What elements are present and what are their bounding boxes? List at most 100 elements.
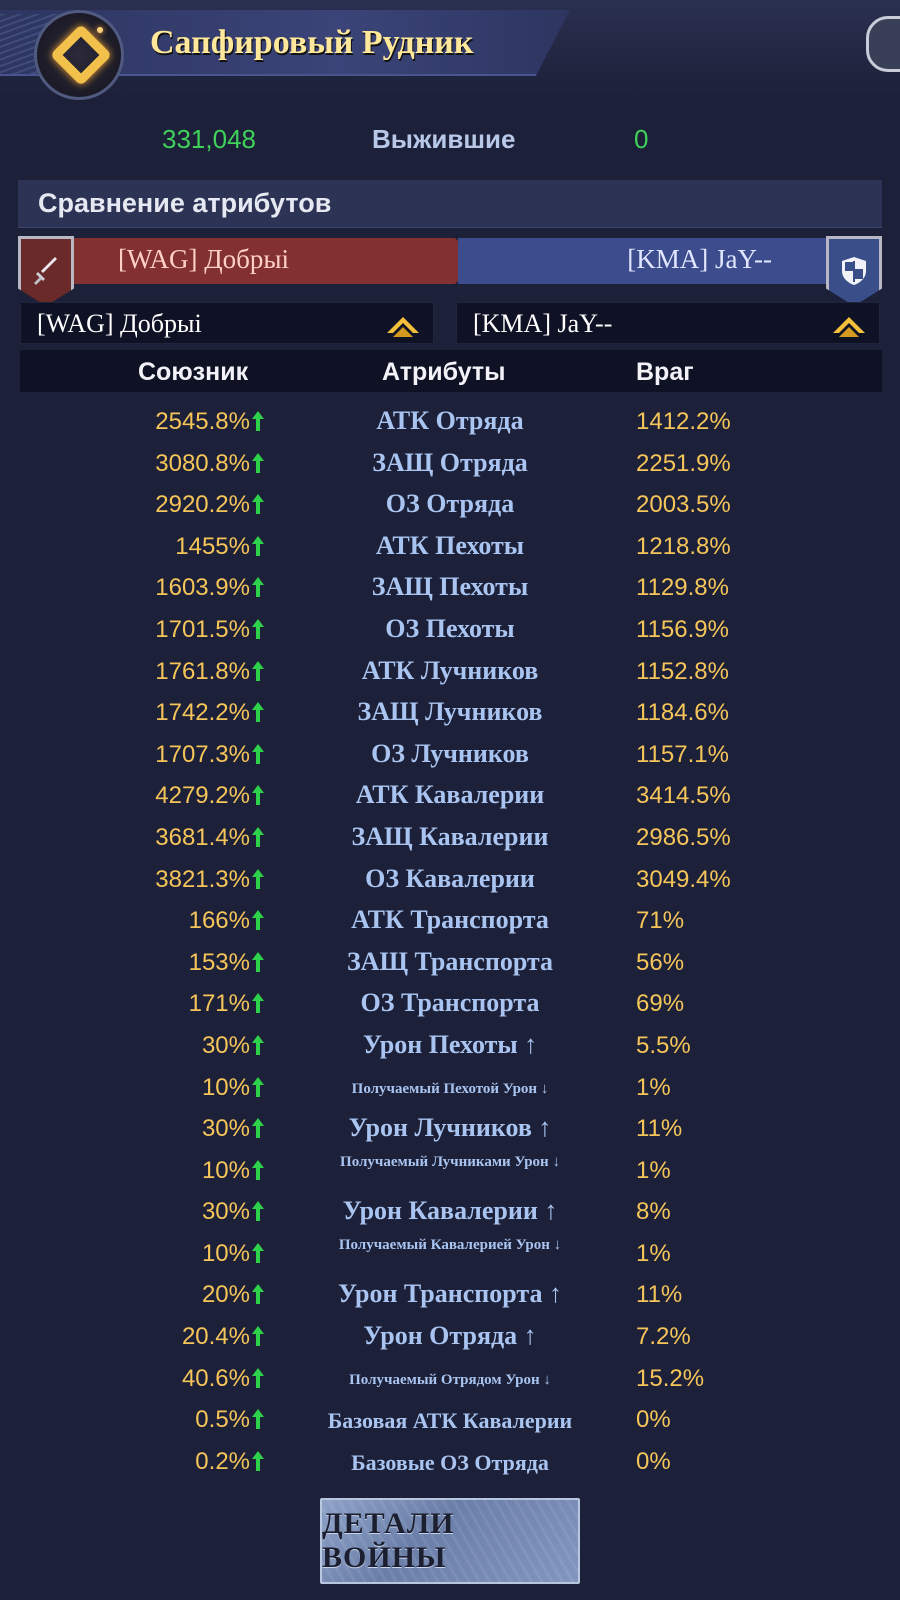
ally-value: 30% [202, 1115, 264, 1143]
ally-value-text: 1707.3% [155, 740, 250, 768]
attribute-name: Получаемый Пехотой Урон ↓ [351, 1080, 549, 1097]
enemy-value: 2251.9% [636, 449, 731, 477]
enemy-value: 1% [636, 1073, 671, 1101]
ally-value-text: 30% [201, 1115, 250, 1143]
shield-icon [842, 257, 866, 285]
table-row: 1603.9% ЗАЩ Пехоты 1129.8% [0, 568, 900, 610]
up-arrow-icon [252, 1284, 264, 1305]
ally-value-text: 0.5% [195, 1406, 250, 1434]
table-row: 3080.8% ЗАЩ Отряда 2251.9% [0, 444, 900, 486]
table-row: 171% ОЗ Транспорта 69% [0, 984, 900, 1026]
up-arrow-icon [252, 1034, 264, 1055]
ally-value-text: 40.6% [181, 1364, 250, 1392]
ally-value-text: 3821.3% [155, 865, 250, 893]
attribute-name: ОЗ Транспорта [360, 988, 540, 1018]
attribute-name: Урон Кавалерии ↑ [342, 1196, 558, 1226]
table-row: 1707.3% ОЗ Лучников 1157.1% [0, 735, 900, 777]
attribute-name: Урон Транспорта ↑ [338, 1279, 562, 1309]
ally-value-text: 1761.8% [155, 657, 250, 685]
ally-survivors-value: 331,048 [162, 124, 256, 154]
enemy-selector[interactable]: [KMA] JaY-- [456, 302, 880, 344]
ally-value-text: 153% [188, 948, 250, 976]
table-row: 2545.8% АТК Отряда 1412.2% [0, 402, 900, 444]
ally-value: 20% [202, 1281, 264, 1309]
attribute-name: ОЗ Лучников [371, 738, 529, 768]
enemy-value: 1156.9% [636, 615, 729, 643]
ally-value-text: 10% [201, 1156, 250, 1184]
column-attributes: Атрибуты [382, 358, 506, 386]
up-arrow-icon [252, 993, 264, 1014]
up-arrow-icon [252, 951, 264, 972]
ally-value-text: 1701.5% [155, 615, 250, 643]
attribute-name: АТК Кавалерии [355, 780, 545, 810]
war-details-label: ДЕТАЛИ ВОЙНЫ [322, 1507, 455, 1574]
table-row: 10% Получаемый Пехотой Урон ↓ 1% [0, 1068, 900, 1110]
ally-value-text: 166% [188, 907, 250, 935]
up-arrow-icon [252, 1367, 264, 1388]
enemy-value: 1152.8% [636, 657, 729, 685]
enemy-value: 2986.5% [636, 823, 731, 851]
attribute-name: Получаемый Отрядом Урон ↓ [349, 1371, 551, 1388]
up-arrow-icon [252, 618, 264, 639]
up-arrow-icon [252, 702, 264, 723]
ally-value: 3821.3% [155, 866, 264, 894]
ally-value-text: 3681.4% [155, 823, 250, 851]
up-arrow-icon [252, 910, 264, 931]
ally-value: 2920.2% [155, 491, 264, 519]
table-row: 4279.2% АТК Кавалерии 3414.5% [0, 776, 900, 818]
table-row: 2920.2% ОЗ Отряда 2003.5% [0, 485, 900, 527]
up-arrow-icon [252, 452, 264, 473]
up-arrow-icon [252, 826, 264, 847]
ally-value-text: 4279.2% [155, 782, 250, 810]
ally-value-text: 1603.9% [155, 574, 250, 602]
table-row: 30% Урон Кавалерии ↑ 8% [0, 1192, 900, 1234]
ally-value-text: 30% [201, 1198, 250, 1226]
close-button[interactable] [866, 16, 900, 72]
up-arrow-icon [252, 785, 264, 806]
table-row: 20% Урон Транспорта ↑ 11% [0, 1275, 900, 1317]
ally-value-text: 2920.2% [155, 491, 250, 519]
attribute-name: АТК Отряда [376, 406, 524, 435]
table-row: 40.6% Получаемый Отрядом Урон ↓ 15.2% [0, 1359, 900, 1401]
ally-value: 0.2% [195, 1448, 264, 1476]
enemy-selector-value: [KMA] JaY-- [473, 309, 613, 338]
attribute-name: Урон Отряда ↑ [363, 1321, 537, 1351]
attribute-name: ЗАЩ Отряда [372, 447, 528, 477]
table-row: 1761.8% АТК Лучников 1152.8% [0, 652, 900, 694]
ally-value-text: 20% [201, 1281, 250, 1309]
ally-value: 153% [189, 949, 264, 977]
attribute-name: Базовая АТК Кавалерии [327, 1408, 573, 1434]
table-row: 10% Получаемый Кавалерией Урон ↓ 1% [0, 1234, 900, 1276]
attribute-name: АТК Транспорта [351, 905, 549, 935]
enemy-value: 11% [636, 1115, 683, 1143]
table-row: 3821.3% ОЗ Кавалерии 3049.4% [0, 860, 900, 902]
attribute-name: Урон Лучников ↑ [348, 1113, 552, 1143]
chevron-up-icon[interactable] [383, 309, 423, 339]
enemy-value: 1129.8% [636, 574, 729, 602]
section-header: Сравнение атрибутов [18, 180, 882, 228]
attribute-name: АТК Лучников [361, 655, 539, 685]
enemy-value: 1% [636, 1239, 671, 1267]
up-arrow-icon [252, 535, 264, 556]
up-arrow-icon [252, 577, 264, 598]
ally-selector[interactable]: [WAG] Добрыі [20, 302, 434, 344]
table-row: 1455% АТК Пехоты 1218.8% [0, 527, 900, 569]
enemy-value: 0% [636, 1447, 671, 1475]
enemy-value: 56% [636, 948, 685, 976]
enemy-value: 3414.5% [636, 782, 731, 810]
enemy-value: 69% [636, 990, 685, 1018]
up-arrow-icon [252, 1450, 264, 1471]
table-row: 166% АТК Транспорта 71% [0, 901, 900, 943]
ally-value: 1701.5% [155, 616, 264, 644]
war-details-button[interactable]: ДЕТАЛИ ВОЙНЫ [320, 1498, 580, 1584]
chevron-up-icon[interactable] [829, 309, 869, 339]
ally-value-text: 3080.8% [155, 449, 250, 477]
attribute-name: Получаемый Кавалерией Урон ↓ [338, 1236, 562, 1253]
enemy-name: [KMA] JaY-- [627, 244, 772, 274]
survivors-row: 331,048 Выжившие 0 [0, 120, 900, 160]
versus-bar: [WAG] Добрыі [KMA] JaY-- [18, 236, 882, 308]
enemy-value: 2003.5% [636, 491, 731, 519]
table-row: 153% ЗАЩ Транспорта 56% [0, 943, 900, 985]
ally-value: 10% [202, 1074, 264, 1102]
enemy-value: 71% [636, 907, 685, 935]
